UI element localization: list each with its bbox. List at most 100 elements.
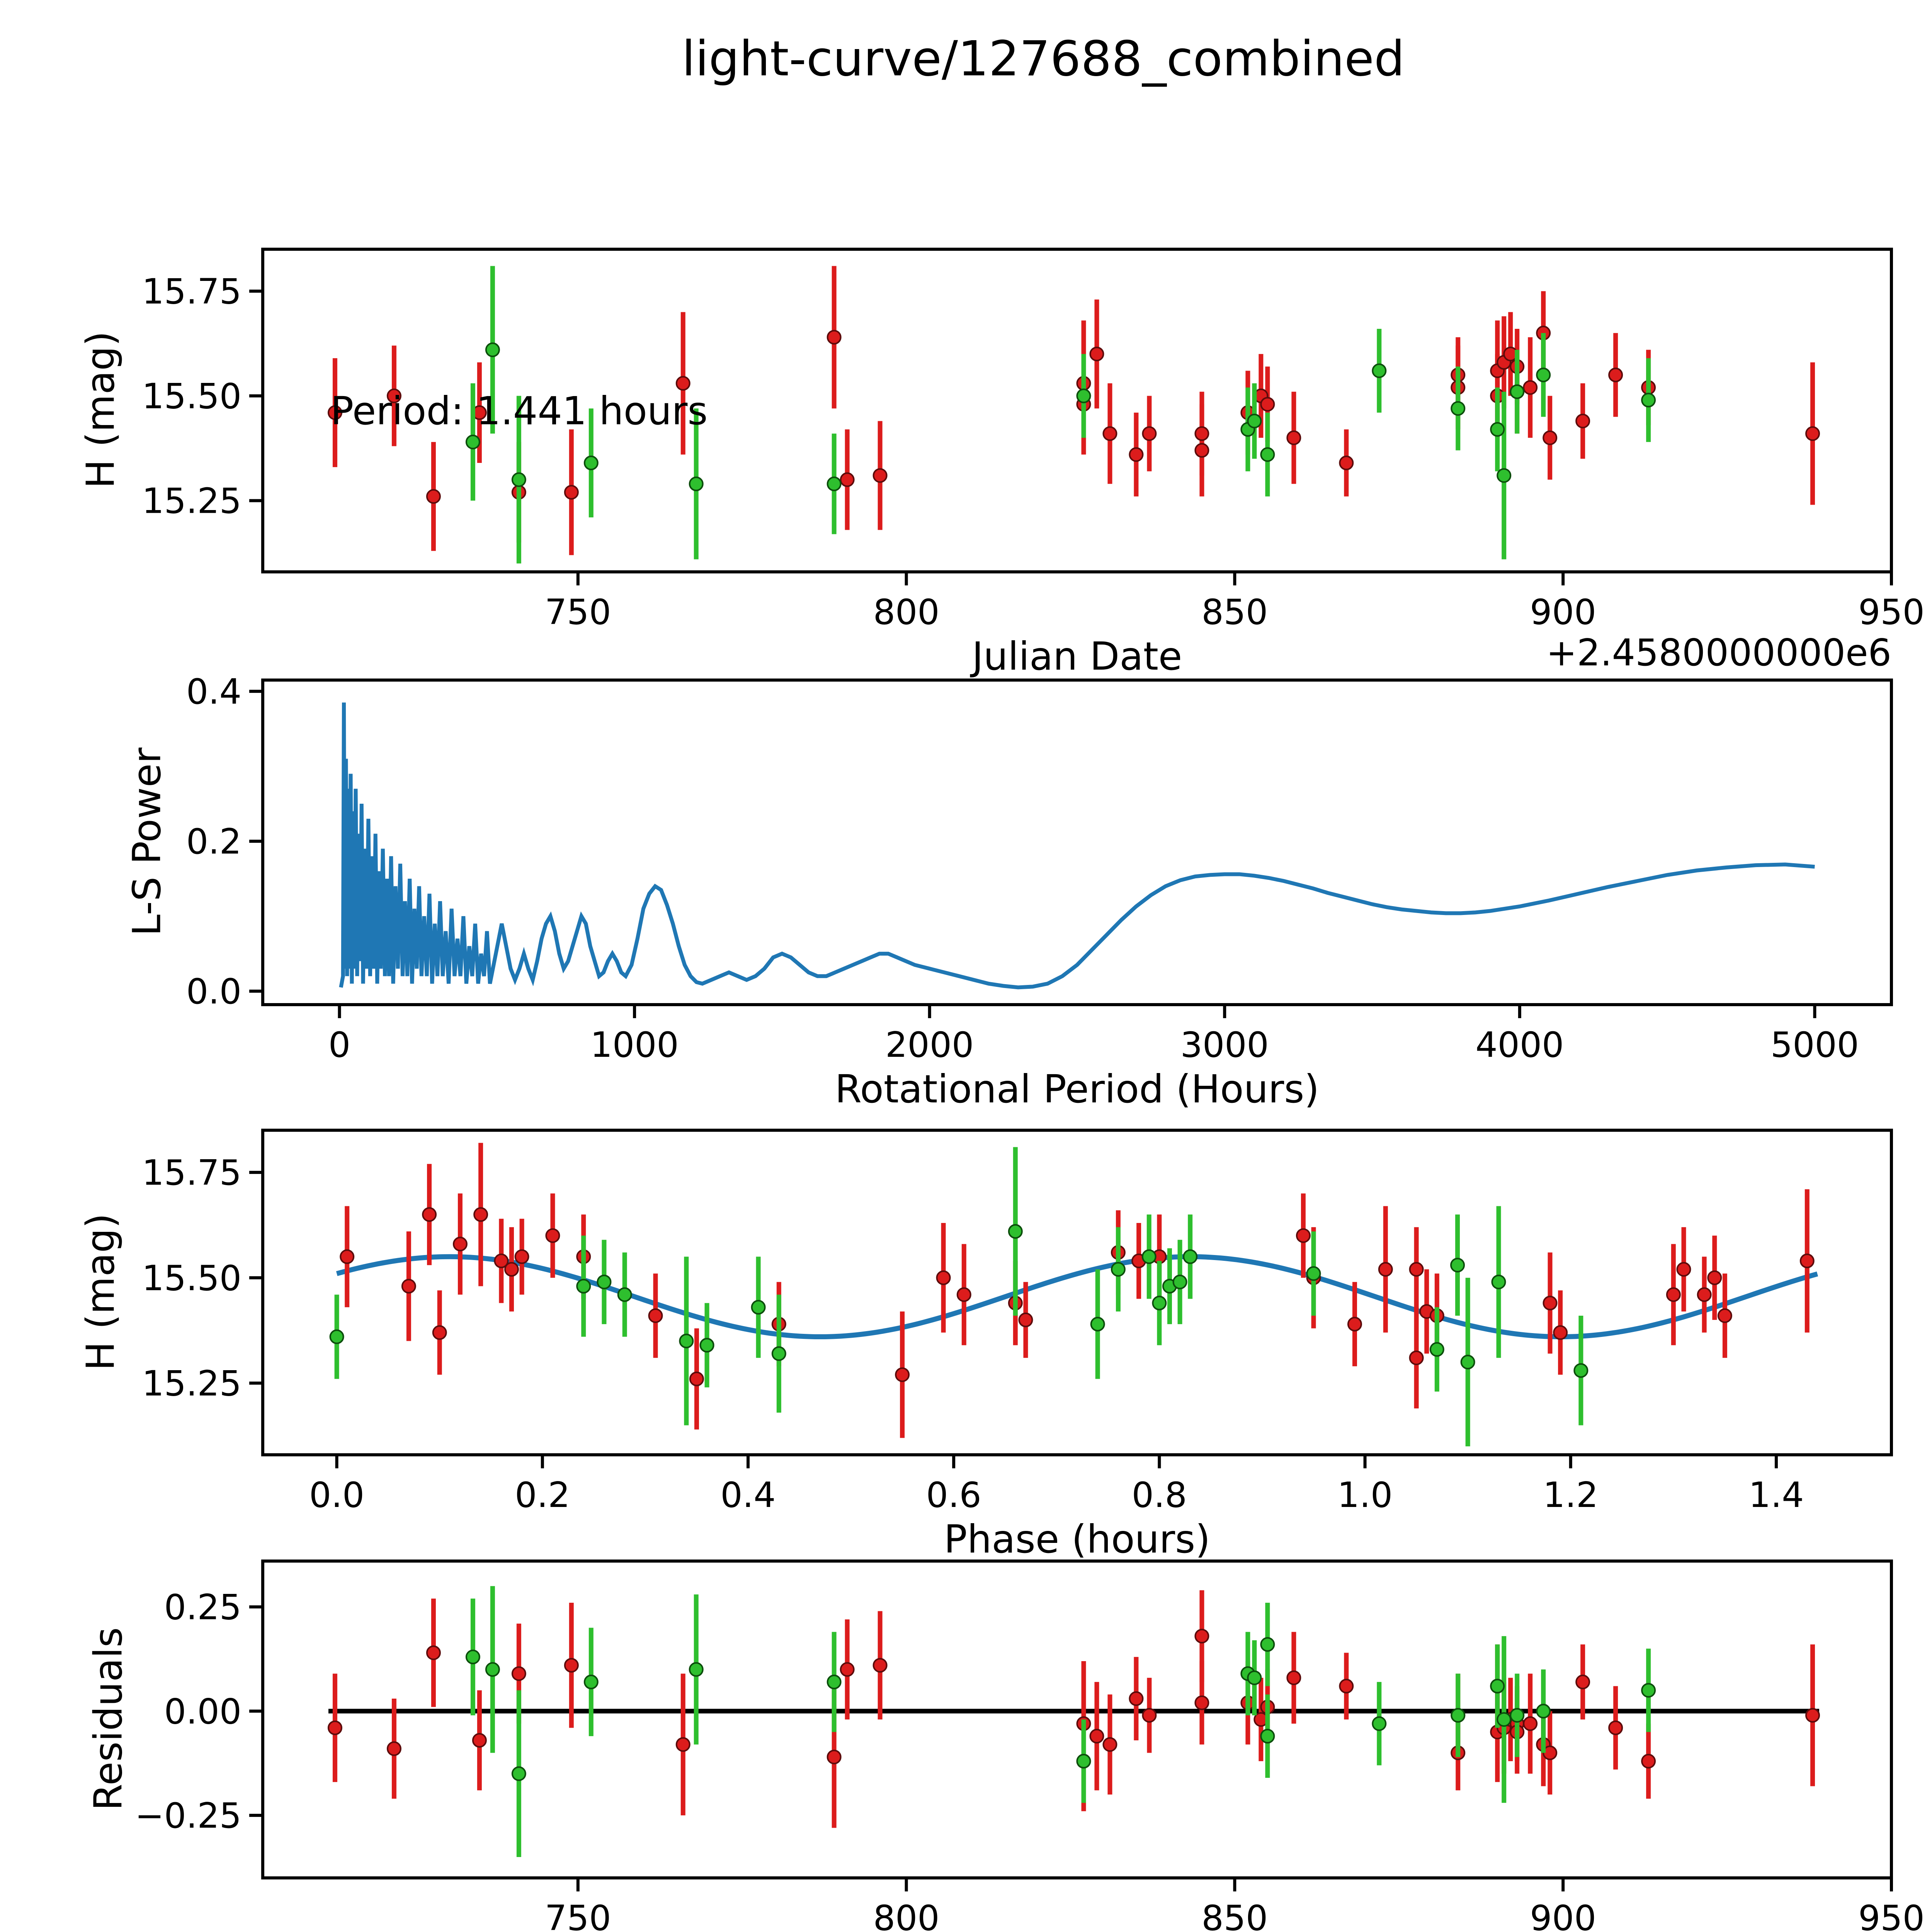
green-points-marker — [583, 456, 599, 471]
y-tick-label: 0.4 — [186, 672, 242, 712]
red-points-marker — [1089, 347, 1104, 362]
red-points-marker — [936, 1270, 951, 1285]
red-points-marker — [564, 485, 579, 500]
sine-fit-curve — [336, 1254, 1818, 1340]
green-points-marker — [1260, 1637, 1275, 1652]
red-points-marker — [956, 1287, 971, 1302]
red-points-marker — [1676, 1262, 1691, 1277]
red-points-marker — [1194, 443, 1209, 458]
x-tick-label: 950 — [1858, 592, 1925, 633]
x-tick-label: 750 — [545, 592, 611, 633]
green-points-marker — [1141, 1249, 1156, 1264]
ylabel-h-mag-phase: H (mag) — [78, 1213, 123, 1371]
x-tick-label: 0.2 — [515, 1475, 570, 1515]
red-points-marker — [1089, 1729, 1104, 1744]
x-tick-label: 5000 — [1770, 1025, 1859, 1065]
red-points-marker — [827, 330, 842, 345]
green-points-marker — [1497, 1712, 1512, 1727]
green-points-marker — [465, 1650, 480, 1665]
red-points-marker — [1575, 413, 1590, 429]
green-points-marker — [1008, 1224, 1023, 1239]
red-points-marker — [1641, 1753, 1656, 1769]
red-points-marker — [1409, 1262, 1424, 1277]
green-points-marker — [1536, 1704, 1551, 1719]
green-points-marker — [1573, 1363, 1588, 1378]
red-points-marker — [1697, 1287, 1712, 1302]
green-points-marker — [1306, 1266, 1321, 1281]
red-points-marker — [827, 1750, 842, 1765]
ylabel-residuals: Residuals — [85, 1627, 131, 1811]
periodogram-data — [339, 702, 1815, 990]
green-points-marker — [576, 1279, 591, 1294]
axes-frame — [261, 248, 1893, 573]
green-points-marker — [699, 1338, 714, 1353]
red-points-marker — [511, 1666, 526, 1681]
red-points-marker — [1409, 1350, 1424, 1366]
x-tick-label: 800 — [873, 1898, 940, 1932]
green-points-marker — [1536, 367, 1551, 383]
red-points-marker — [1575, 1674, 1590, 1689]
red-points-marker — [1339, 1679, 1354, 1694]
red-points-marker — [895, 1367, 910, 1382]
red-points-marker — [1543, 1296, 1558, 1311]
red-points-marker — [872, 1658, 888, 1673]
red-points-marker — [1102, 1737, 1117, 1752]
jd-axis-offset-top: +2.4580000000e6 — [1546, 632, 1891, 674]
green-points-marker — [689, 1662, 704, 1677]
red-points-marker — [1194, 1629, 1209, 1644]
x-tick-label: 4000 — [1475, 1025, 1564, 1065]
green-points-marker — [1641, 393, 1656, 408]
red-points-marker — [340, 1249, 355, 1264]
red-points-marker — [1805, 1708, 1820, 1723]
red-points-marker — [1129, 447, 1144, 462]
green-points-marker — [1183, 1249, 1198, 1264]
red-points-marker — [545, 1228, 560, 1243]
red-points-marker — [1129, 1691, 1144, 1706]
red-points-marker — [422, 1207, 437, 1222]
green-points-marker — [771, 1346, 786, 1361]
red-points-marker — [1707, 1270, 1722, 1285]
panel-periodogram: 0 1000 2000 3000 4000 5000 0.0 0.2 0.4 — [186, 672, 1893, 1065]
green-points-marker — [1111, 1262, 1126, 1277]
red-points-marker — [426, 489, 441, 504]
x-tick-label: 800 — [873, 592, 940, 633]
xlabel-rotational-period: Rotational Period (Hours) — [835, 1066, 1320, 1112]
green-points-marker — [617, 1287, 632, 1302]
green-points-marker — [465, 434, 480, 449]
x-tick-label: 0.8 — [1132, 1475, 1187, 1515]
red-points-marker — [689, 1371, 704, 1386]
x-tick-label: 950 — [1858, 1898, 1925, 1932]
y-tick-label: 0.25 — [164, 1587, 242, 1628]
red-points-marker — [386, 1741, 401, 1756]
x-tick-label: 0.4 — [720, 1475, 776, 1515]
red-points-marker — [675, 376, 690, 391]
red-points-marker — [872, 468, 888, 483]
axes-frame — [261, 1129, 1893, 1456]
green-points-marker — [1152, 1296, 1167, 1311]
red-points-marker — [675, 1737, 690, 1752]
green-points-marker — [583, 1674, 599, 1689]
period-annotation: Period: 1.441 hours — [330, 388, 708, 434]
green-points-marker — [1460, 1355, 1475, 1369]
jd-lightcurve-data — [327, 266, 1820, 564]
green-points-marker — [1510, 384, 1525, 399]
red-points-marker — [1543, 430, 1558, 445]
red-points-marker — [1347, 1316, 1362, 1332]
green-points-marker — [1260, 447, 1275, 462]
green-points-marker — [1490, 1679, 1505, 1694]
red-points-marker — [1608, 367, 1623, 383]
green-points-marker — [1090, 1316, 1105, 1332]
ylabel-h-mag-jd: H (mag) — [78, 331, 123, 489]
green-points-marker — [485, 1662, 500, 1677]
green-points-marker — [1372, 1716, 1387, 1731]
red-points-marker — [1194, 1695, 1209, 1710]
green-points-marker — [1076, 388, 1091, 403]
red-points-marker — [514, 1249, 529, 1264]
red-points-marker — [327, 1720, 342, 1735]
green-points-marker — [1491, 1274, 1506, 1289]
panel-phase-folded: 0.0 0.2 0.4 0.6 0.8 1.0 1.2 1.4 15.25 15.50 15.75 — [142, 1129, 1893, 1515]
red-points-marker — [1608, 1720, 1623, 1735]
x-tick-label: 3000 — [1180, 1025, 1269, 1065]
red-points-marker — [1102, 426, 1117, 441]
green-points-marker — [1451, 401, 1466, 416]
